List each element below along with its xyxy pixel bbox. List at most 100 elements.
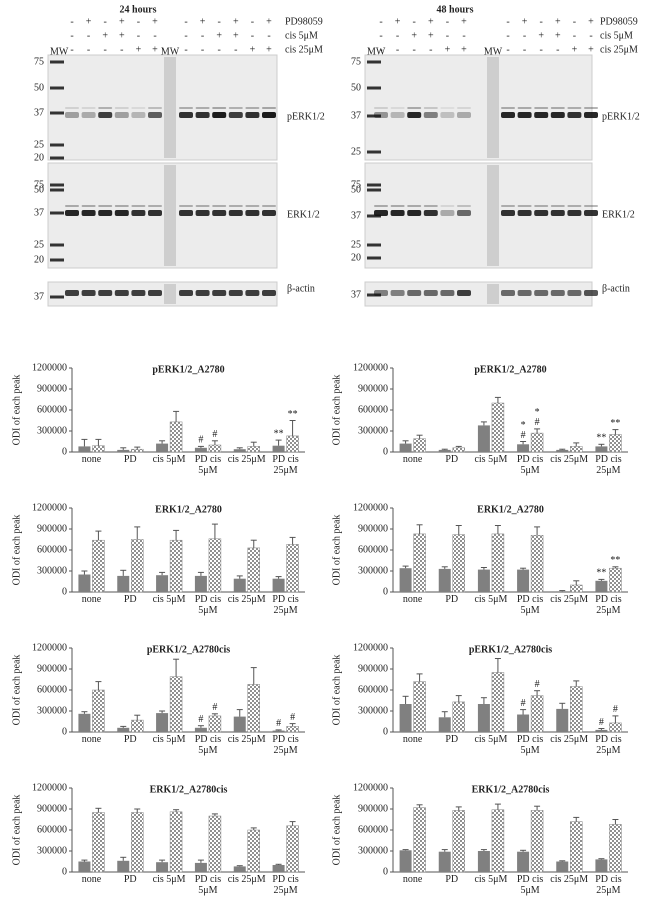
x-tick-label: PD cis 25μM xyxy=(272,874,299,896)
mw-label: MW xyxy=(367,46,386,57)
significance-mark: # xyxy=(613,704,618,715)
panel-label: pERK1/2 xyxy=(287,111,325,122)
x-tick-label-box: cis 25μM xyxy=(228,454,266,465)
chart-title: pERK1/2_A2780 xyxy=(474,364,546,375)
y-tick-label: 900000 xyxy=(37,803,67,814)
protein-band xyxy=(98,210,113,216)
protein-band xyxy=(550,112,565,118)
x-tick-label-box: cis 5μM xyxy=(474,454,507,465)
y-tick-label: 1200000 xyxy=(32,782,67,793)
x-tick-label-box: PD cis 25μM xyxy=(272,874,299,896)
protein-band xyxy=(98,107,113,109)
chart-title: ERK1/2_A2780cis xyxy=(150,784,228,795)
x-tick-label-box: none xyxy=(82,874,101,885)
significance-mark: # xyxy=(521,698,526,709)
ladder-lane xyxy=(164,284,176,304)
treatment-sign: - xyxy=(396,44,399,55)
bar xyxy=(609,722,622,733)
y-tick-label: 900000 xyxy=(358,663,388,674)
treatment-sign: + xyxy=(555,30,561,41)
chart-title: ERK1/2_A2780 xyxy=(477,504,544,515)
x-tick-label-box: cis 5μM xyxy=(474,594,507,605)
protein-band xyxy=(584,290,598,296)
marker-label: 50 xyxy=(351,82,361,93)
treatment-label: cis 25μM xyxy=(600,44,638,55)
x-tick-label-box: PD xyxy=(445,454,458,465)
x-tick-label-box: PD xyxy=(124,594,137,605)
protein-band xyxy=(374,210,388,216)
x-tick-label-box: none xyxy=(403,874,422,885)
bar xyxy=(570,821,583,873)
protein-band xyxy=(212,205,227,207)
x-tick-label-box: cis 5μM xyxy=(153,734,186,745)
x-tick-label-box: PD cis 25μM xyxy=(595,594,621,616)
x-tick-label-box: cis 25μM xyxy=(228,734,266,745)
protein-band xyxy=(457,205,471,207)
chart-title: ERK1/2_A2780 xyxy=(155,504,222,515)
y-tick-label: 600000 xyxy=(358,684,388,695)
protein-band xyxy=(245,210,260,216)
treatment-sign: + xyxy=(445,44,451,55)
chart-title: pERK1/2_A2780cis xyxy=(147,644,230,655)
y-tick-label: 600000 xyxy=(37,404,67,415)
bar xyxy=(208,715,222,733)
treatment-sign: - xyxy=(70,30,73,41)
protein-band xyxy=(98,290,113,296)
x-tick-label: PD cis 25μM xyxy=(595,734,622,756)
y-tick-label: 0 xyxy=(62,446,67,457)
protein-band xyxy=(195,210,210,216)
bar xyxy=(78,446,91,452)
bar xyxy=(399,704,412,732)
protein-band xyxy=(374,290,388,296)
x-tick-label-box: cis 5μM xyxy=(474,874,507,885)
bar xyxy=(399,443,412,452)
bar xyxy=(570,446,583,453)
treatment-sign: + xyxy=(216,30,222,41)
bar xyxy=(233,449,246,452)
x-tick-label-box: none xyxy=(81,594,102,605)
bar xyxy=(272,578,285,592)
x-tick-label: PD xyxy=(445,874,459,885)
protein-band xyxy=(440,112,455,118)
treatment-sign: + xyxy=(86,16,92,27)
protein-band xyxy=(228,107,243,109)
bar xyxy=(247,829,260,873)
protein-band xyxy=(390,112,405,118)
ladder-band xyxy=(50,211,64,215)
treatment-sign: - xyxy=(251,30,254,41)
marker-label: 75 xyxy=(34,179,44,190)
treatment-sign: + xyxy=(588,16,594,27)
protein-band xyxy=(457,290,471,296)
treatment-sign: - xyxy=(413,44,416,55)
protein-band xyxy=(550,107,565,109)
protein-band xyxy=(390,210,405,216)
x-tick-label: cis 25μM xyxy=(550,594,589,605)
significance-mark: # xyxy=(198,714,203,725)
treatment-label: cis 5μM xyxy=(600,30,633,41)
protein-band xyxy=(584,107,598,109)
marker-label: 50 xyxy=(351,184,361,195)
protein-band xyxy=(65,290,79,296)
bar xyxy=(413,438,426,453)
ladder-band xyxy=(367,86,381,90)
x-tick-label: PD cis 5μM xyxy=(516,734,544,756)
treatment-sign: + xyxy=(119,30,125,41)
protein-band xyxy=(131,210,146,216)
x-tick-label: none xyxy=(81,594,102,605)
x-tick-label-box: PD cis 5μM xyxy=(195,734,221,756)
y-tick-label: 300000 xyxy=(37,565,67,576)
bar xyxy=(452,810,465,873)
protein-band xyxy=(131,205,146,207)
protein-band xyxy=(179,210,193,216)
treatment-label: PD98059 xyxy=(600,16,638,27)
panel-label: β-actin xyxy=(287,283,315,294)
treatment-sign: - xyxy=(396,30,399,41)
panel-label: ERK1/2 xyxy=(602,209,635,220)
ladder-band xyxy=(50,60,64,64)
protein-band xyxy=(567,205,582,207)
protein-band xyxy=(212,107,227,109)
bar xyxy=(233,716,246,732)
ladder-band xyxy=(367,214,381,218)
protein-band xyxy=(195,107,210,109)
x-tick-label: PD cis 25μM xyxy=(272,454,299,476)
